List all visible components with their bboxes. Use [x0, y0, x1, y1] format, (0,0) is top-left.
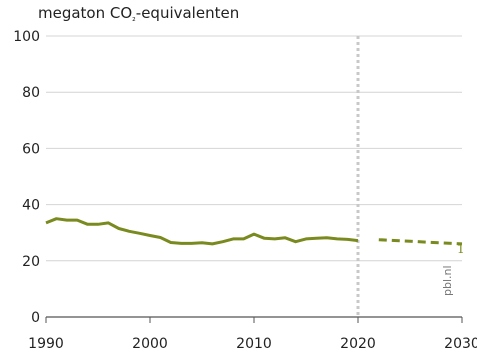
y-unit-label-main: megaton CO: [38, 4, 133, 22]
annotations: 1: [457, 242, 465, 256]
x-tick-label-2020: 2020: [340, 336, 376, 352]
x-tick-labels: 1990 2000 2010 2020 2030: [28, 336, 477, 352]
y-unit-label: megaton CO₂-equivalenten: [38, 4, 239, 24]
y-tick-label-80: 80: [22, 85, 40, 101]
series-line-projection: [378, 238, 463, 246]
annotation-0: 1: [457, 242, 465, 256]
series-lines: [45, 217, 463, 246]
y-tick-label-100: 100: [13, 29, 40, 45]
y-tick-labels: 0 20 40 60 80 100: [13, 29, 40, 326]
y-tick-label-20: 20: [22, 254, 40, 270]
series-line-historical: [45, 217, 359, 246]
x-tick-label-2030: 2030: [444, 336, 477, 352]
y-unit-label-subscript: ₂: [132, 14, 136, 24]
y-tick-label-0: 0: [31, 310, 40, 326]
y-tick-label-60: 60: [22, 141, 40, 157]
x-tick-label-1990: 1990: [28, 336, 64, 352]
x-tick-label-2000: 2000: [132, 336, 168, 352]
grid-lines: [45, 35, 463, 323]
y-tick-label-40: 40: [22, 198, 40, 214]
x-tick-label-2010: 2010: [236, 336, 272, 352]
source-credit: pbl.nl: [441, 265, 454, 296]
y-unit-label-tail: -equivalenten: [135, 4, 240, 22]
